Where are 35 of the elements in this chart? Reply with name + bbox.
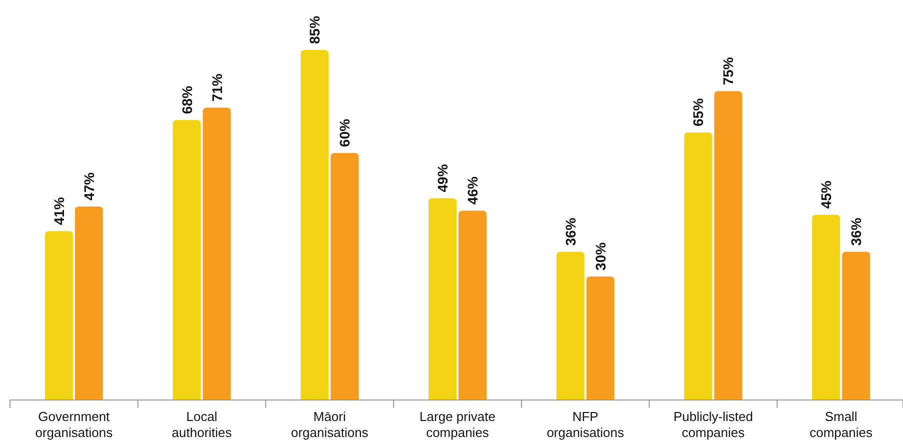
bar	[330, 152, 359, 400]
bar	[202, 108, 231, 400]
x-tick-label: Large private companies	[420, 409, 496, 440]
x-tick-label: Māori organisations	[290, 409, 369, 440]
data-label: 49%	[434, 164, 450, 192]
bar	[172, 120, 201, 400]
data-label: 75%	[720, 56, 736, 86]
data-label: 36%	[848, 217, 864, 246]
bar	[684, 132, 712, 400]
bar	[458, 210, 486, 400]
data-label: 36%	[562, 217, 578, 246]
data-label: 65%	[690, 98, 706, 126]
x-tick-label: Government organisations	[35, 409, 114, 440]
data-label: 71%	[208, 73, 225, 102]
data-label: 47%	[80, 172, 97, 200]
data-label: 68%	[178, 85, 195, 114]
data-label: 41%	[50, 196, 67, 226]
bar	[556, 252, 584, 400]
bar	[842, 252, 870, 400]
bar	[812, 214, 840, 400]
data-label: 46%	[464, 176, 480, 205]
bar	[714, 91, 742, 400]
x-tick-label: Small companies	[810, 409, 873, 440]
data-label: 45%	[818, 180, 834, 209]
bar	[586, 276, 614, 400]
bar	[74, 206, 103, 400]
bar	[44, 231, 73, 400]
data-label: 30%	[592, 242, 608, 270]
x-tick-label: Local authorities	[172, 409, 232, 440]
bar	[428, 198, 456, 400]
x-tick-label: Publicly-listed companies	[673, 409, 753, 440]
data-label: 85%	[306, 15, 323, 44]
bar	[300, 50, 329, 400]
data-label: 60%	[336, 118, 353, 147]
x-tick-label: NFP organisations	[546, 409, 625, 440]
